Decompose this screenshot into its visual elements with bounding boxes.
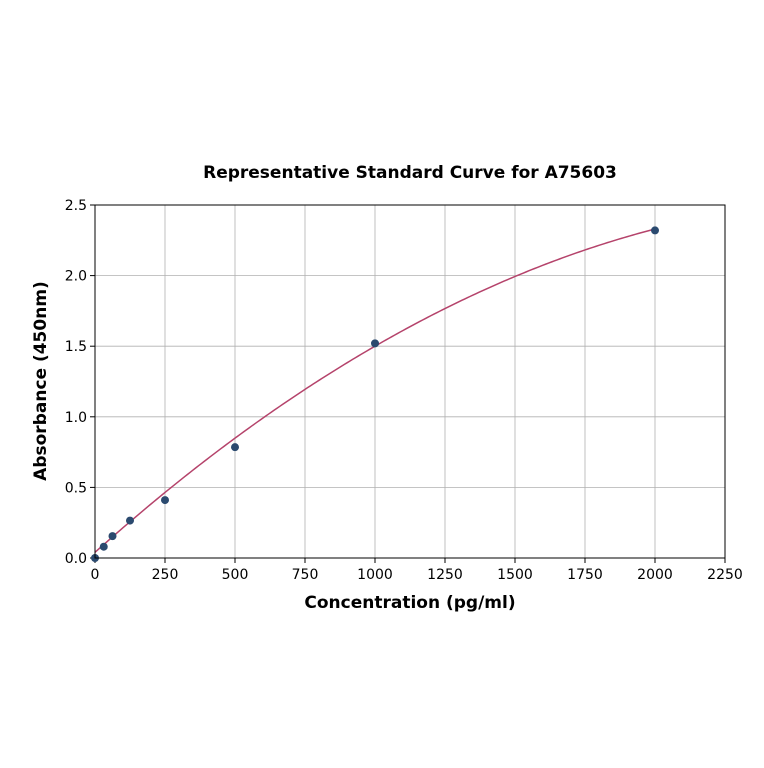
chart-title: Representative Standard Curve for A75603 (203, 163, 617, 183)
x-tick-label: 2000 (637, 567, 673, 583)
y-tick-label: 0.5 (65, 480, 87, 496)
y-tick-label: 0.0 (65, 551, 87, 567)
data-points (91, 226, 659, 562)
y-tick-label: 2.0 (65, 269, 87, 285)
x-tick-label: 500 (222, 567, 249, 583)
y-axis-ticks: 0.0 0.5 1.0 1.5 2.0 2.5 (65, 198, 95, 567)
x-tick-label: 0 (91, 567, 100, 583)
y-axis-label: Absorbance (450nm) (31, 281, 51, 481)
x-tick-label: 1750 (567, 567, 603, 583)
plot-frame (94, 204, 726, 559)
data-point (231, 443, 239, 452)
y-tick-label: 1.0 (65, 410, 87, 426)
x-tick-label: 1000 (357, 567, 393, 583)
y-tick-label: 2.5 (65, 198, 87, 214)
data-point (371, 339, 379, 348)
x-tick-label: 1500 (497, 567, 533, 583)
x-tick-label: 250 (152, 567, 179, 583)
data-point (99, 542, 108, 551)
data-point (161, 496, 169, 505)
x-axis-label: Concentration (pg/ml) (304, 593, 515, 613)
x-tick-label: 2250 (707, 567, 743, 583)
data-point (651, 226, 659, 235)
x-tick-label: 1250 (427, 567, 463, 583)
grid (94, 204, 726, 559)
y-tick-label: 1.5 (65, 339, 87, 355)
x-axis-ticks: 0 250 500 750 1000 1250 1500 1750 2000 2250 (91, 558, 743, 583)
data-point (108, 532, 117, 541)
data-point (126, 516, 134, 525)
x-tick-label: 750 (292, 567, 319, 583)
